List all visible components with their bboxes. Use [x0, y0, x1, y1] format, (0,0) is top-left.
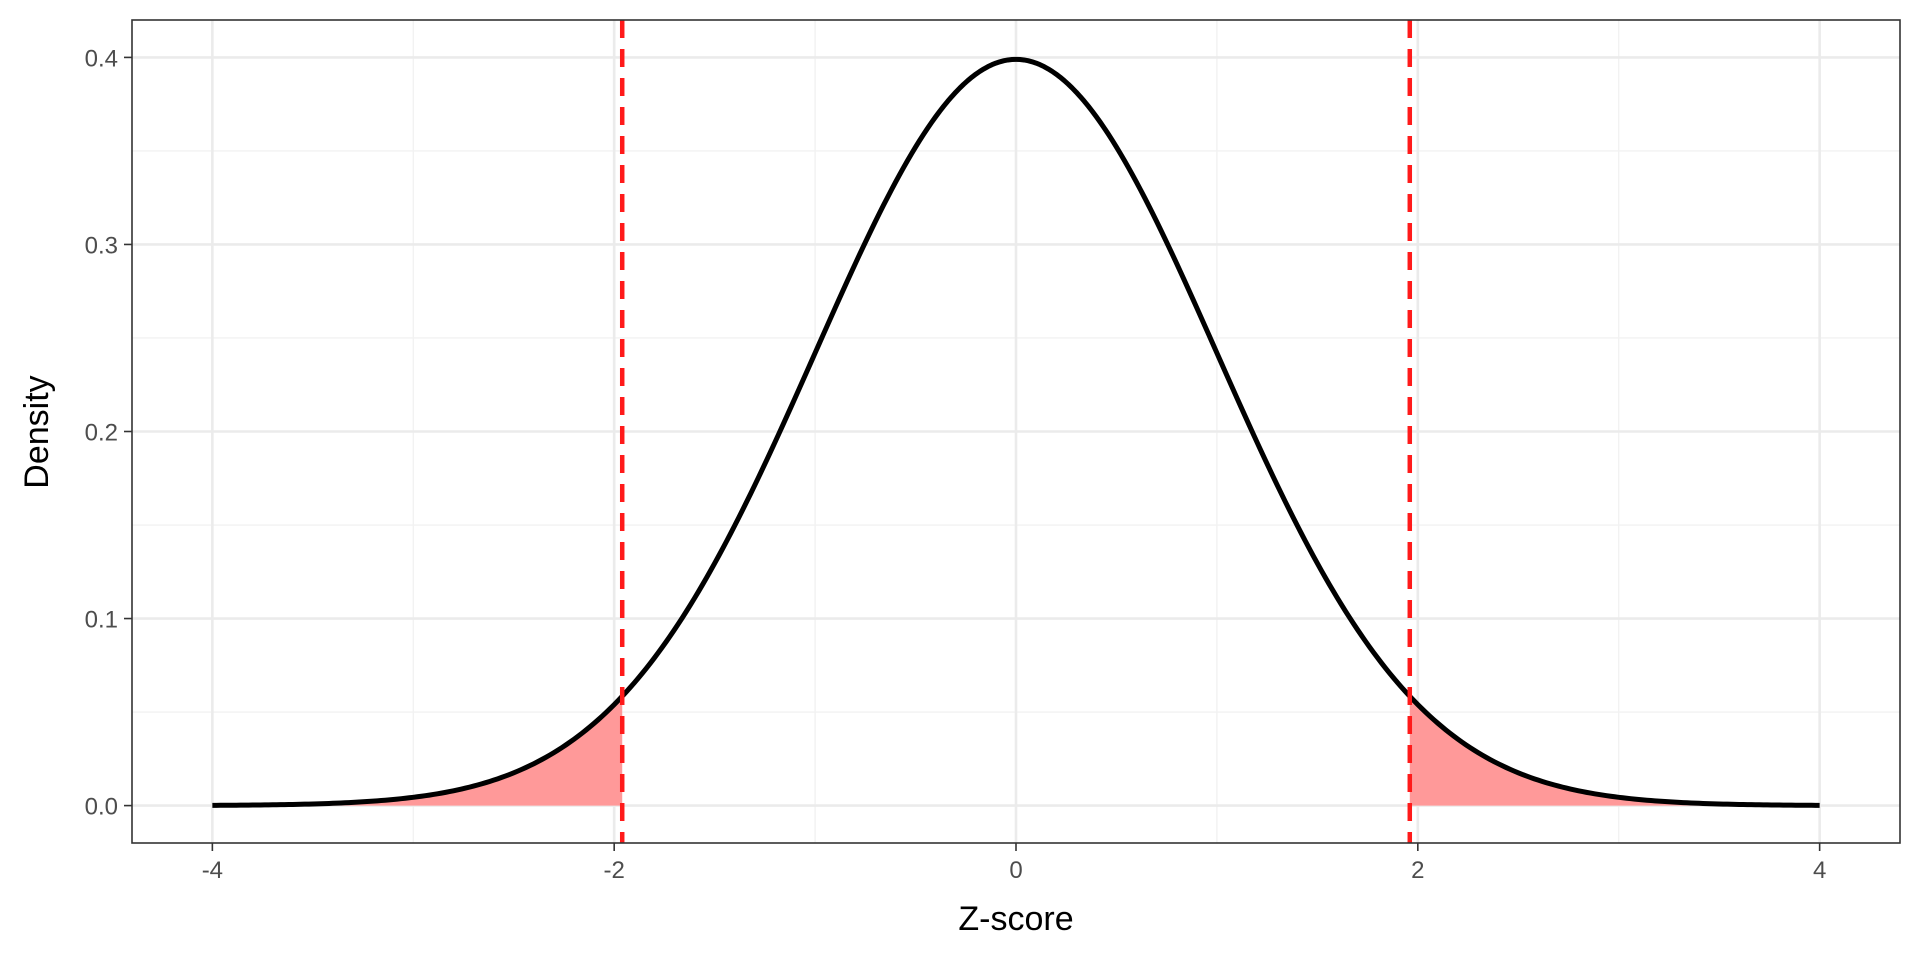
curve-layer [212, 56, 1820, 808]
right-tail-fill [1409, 696, 1820, 806]
y-axis-ticks: 0.0 0.1 0.2 0.3 0.4 [85, 45, 132, 821]
y-tick-label: 0.2 [85, 420, 118, 447]
left-tail-fill [212, 696, 623, 806]
x-tick-label: 4 [1813, 857, 1826, 884]
density-curve [212, 56, 1820, 808]
x-tick-label: -2 [604, 857, 625, 884]
x-tick-label: -4 [202, 857, 223, 884]
x-axis-ticks: -4 -2 0 2 4 [202, 843, 1826, 884]
y-tick-label: 0.1 [85, 607, 118, 634]
y-tick-label: 0.0 [85, 794, 118, 821]
critical-value-lines [619, 20, 1413, 843]
y-tick-label: 0.3 [85, 232, 118, 259]
y-axis-title: Density [18, 375, 56, 488]
tail-fills [212, 696, 1820, 806]
y-tick-label: 0.4 [85, 45, 118, 72]
x-tick-label: 0 [1009, 857, 1022, 884]
x-axis-title: Z-score [958, 900, 1073, 938]
x-tick-label: 2 [1411, 857, 1424, 884]
